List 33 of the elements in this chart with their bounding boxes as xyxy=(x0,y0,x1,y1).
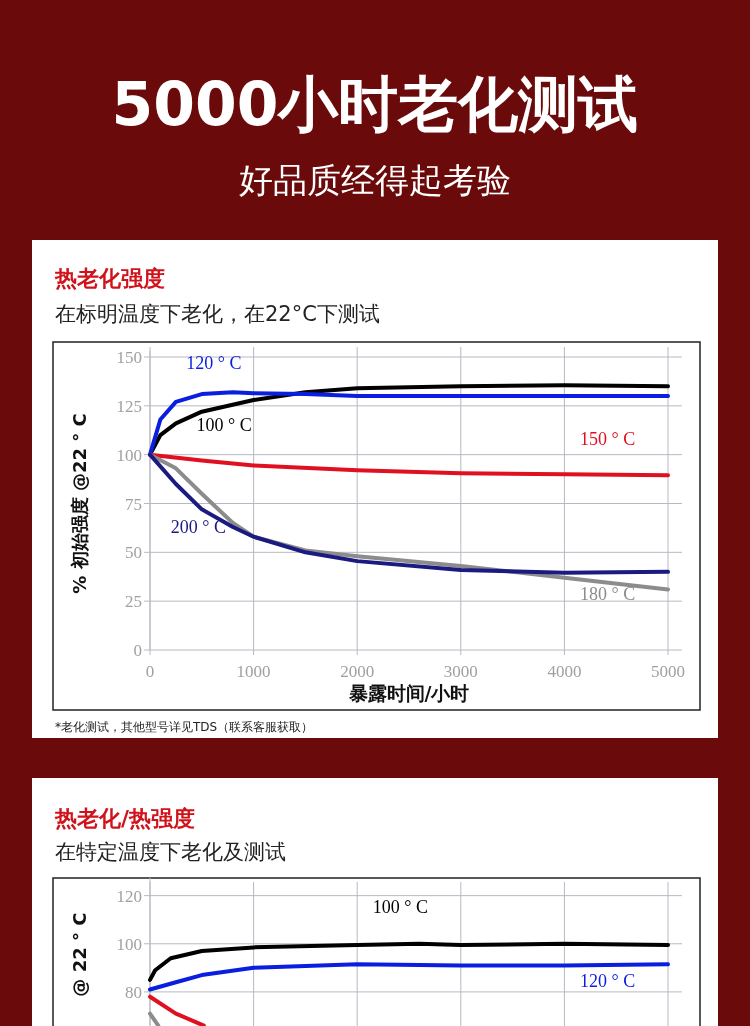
series-label: 120 ° C xyxy=(186,352,242,373)
x-tick-label: 5000 xyxy=(651,662,685,681)
series-label: 120 ° C xyxy=(579,971,636,992)
y-axis-title: @ 22 ° C xyxy=(69,912,90,997)
x-tick-label: 2000 xyxy=(340,662,375,681)
y-tick-label: 25 xyxy=(125,592,142,612)
y-tick-label: 50 xyxy=(125,543,142,563)
chart-subtitle: 在特定温度下老化及测试 xyxy=(55,840,286,864)
series-label: 100 ° C xyxy=(372,897,428,918)
y-tick-label: 0 xyxy=(133,641,142,660)
text: *老化测试，其他型号详见TDS（联系客服获取） xyxy=(55,720,314,734)
chart-title: 热老化/热强度 xyxy=(54,806,196,831)
x-tick-label: 0 xyxy=(145,662,155,681)
y-tick-label: 100 xyxy=(116,445,142,465)
chart-subtitle: 在标明温度下老化，在22°C下测试 xyxy=(55,302,380,326)
y-axis-title: % 初始强度 @22 ° C xyxy=(69,413,90,594)
y-tick-label: 125 xyxy=(116,396,142,416)
y-tick-label: 80 xyxy=(125,982,142,1002)
x-tick-label: 1000 xyxy=(236,662,271,681)
text: 好品质经得起考验 xyxy=(239,160,511,200)
series-label: 100 ° C xyxy=(196,415,252,436)
chart-title: 热老化强度 xyxy=(54,266,165,291)
text: 5000小时老化测试 xyxy=(111,69,639,139)
y-tick-label: 120 xyxy=(116,886,142,906)
x-axis-title: 暴露时间/小时 xyxy=(347,682,470,704)
x-tick-label: 3000 xyxy=(443,662,478,681)
y-tick-label: 75 xyxy=(125,494,142,514)
series-label: 150 ° C xyxy=(579,428,636,449)
y-tick-label: 150 xyxy=(116,348,142,367)
y-tick-label: 100 xyxy=(116,934,142,954)
line-series xyxy=(148,962,670,992)
x-tick-label: 4000 xyxy=(547,662,582,681)
series-label: 180 ° C xyxy=(579,584,636,605)
